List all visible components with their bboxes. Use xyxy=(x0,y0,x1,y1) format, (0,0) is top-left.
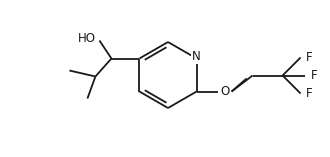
Text: F: F xyxy=(306,87,312,100)
Text: F: F xyxy=(311,69,317,82)
Text: N: N xyxy=(192,50,201,63)
Text: F: F xyxy=(306,51,312,64)
Text: HO: HO xyxy=(78,32,95,45)
Text: O: O xyxy=(220,85,229,98)
